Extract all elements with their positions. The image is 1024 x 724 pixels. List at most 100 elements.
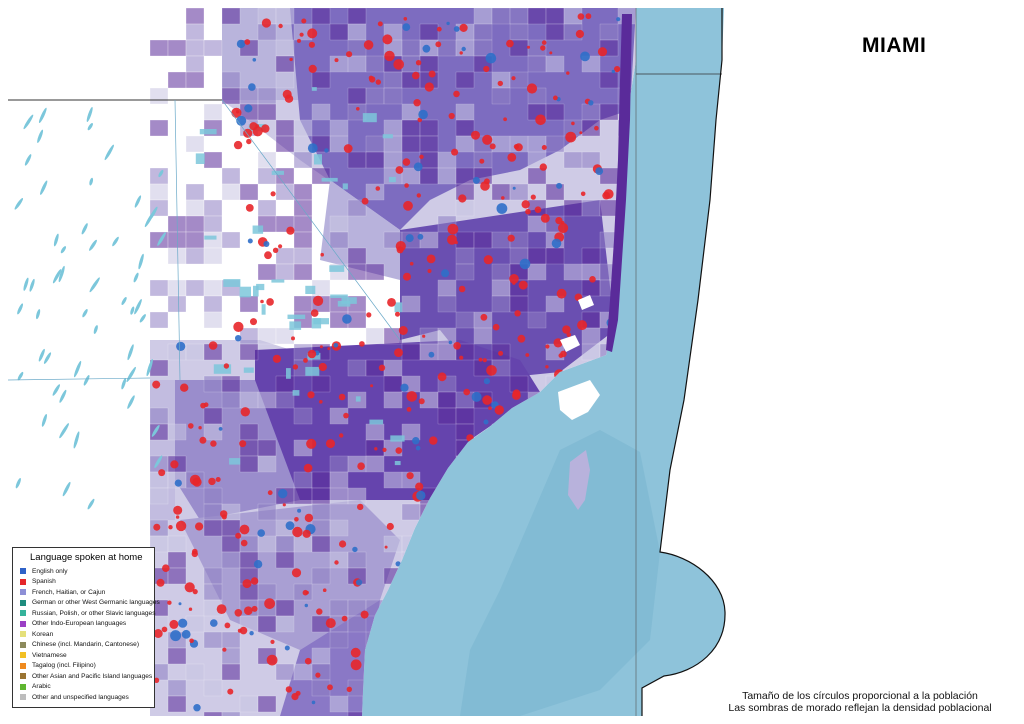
- census-tract: [347, 487, 367, 505]
- population-circle: [285, 521, 295, 530]
- quarry-lake: [305, 285, 316, 294]
- population-circle: [338, 393, 346, 401]
- wetland-lake: [86, 107, 93, 122]
- census-tract: [581, 103, 601, 121]
- census-tract: [599, 103, 619, 121]
- population-circle: [308, 41, 315, 48]
- census-tract: [401, 135, 421, 153]
- wetland-lake: [121, 378, 127, 390]
- population-circle: [294, 517, 299, 522]
- population-circle: [315, 672, 321, 678]
- population-circle: [192, 589, 198, 595]
- population-circle: [260, 299, 264, 304]
- population-circle: [292, 526, 303, 538]
- population-circle: [301, 18, 307, 24]
- wetland-lake: [23, 114, 34, 130]
- census-tract: [275, 263, 295, 281]
- population-circle: [419, 154, 424, 159]
- wetland-lake: [87, 498, 95, 510]
- population-circle: [492, 323, 500, 331]
- census-tract: [203, 151, 223, 169]
- census-tract: [347, 151, 367, 169]
- census-tract: [239, 423, 259, 441]
- census-tract: [383, 391, 403, 409]
- census-tract: [329, 695, 349, 713]
- population-circle: [307, 349, 317, 359]
- population-circle: [325, 618, 336, 629]
- legend-item: Korean: [20, 629, 148, 640]
- population-circle: [270, 639, 275, 645]
- census-tract: [203, 247, 223, 265]
- population-circle: [437, 372, 447, 382]
- population-circle: [198, 426, 202, 430]
- wetland-lake: [139, 314, 146, 323]
- quarry-lake: [289, 321, 302, 330]
- census-tract: [203, 375, 223, 393]
- population-circle: [244, 606, 253, 615]
- population-circle: [306, 438, 317, 449]
- census-tract: [149, 87, 169, 105]
- population-circle: [507, 153, 517, 162]
- census-tract: [419, 135, 439, 153]
- quarry-lake: [239, 286, 251, 298]
- wetland-lake: [157, 232, 166, 246]
- census-tract: [455, 311, 475, 329]
- quarry-lake: [330, 294, 348, 298]
- population-circle: [173, 505, 183, 515]
- population-circle: [239, 626, 248, 635]
- census-tract: [365, 327, 385, 345]
- population-circle: [382, 447, 387, 452]
- population-circle: [307, 391, 315, 399]
- population-circle: [506, 39, 514, 48]
- census-tract: [545, 55, 565, 73]
- census-tract: [401, 103, 421, 121]
- population-circle: [361, 197, 369, 205]
- population-circle: [153, 677, 160, 683]
- census-tract: [203, 231, 223, 249]
- population-circle: [461, 46, 466, 52]
- wetland-lake: [52, 269, 62, 284]
- legend-label: German or other West Germanic languages: [32, 599, 160, 607]
- population-circle: [352, 546, 358, 553]
- census-tract: [383, 71, 403, 89]
- population-circle: [398, 326, 408, 335]
- quarry-lake: [329, 265, 345, 272]
- population-circle: [483, 419, 489, 425]
- population-circle: [485, 52, 497, 64]
- census-tract: [329, 119, 349, 137]
- legend-swatch: [20, 599, 26, 606]
- wetland-lake: [73, 431, 80, 449]
- population-circle: [489, 143, 496, 150]
- census-tract: [185, 279, 205, 297]
- miami-beach-island: [606, 14, 632, 352]
- population-circle: [168, 525, 173, 530]
- census-tract: [401, 343, 421, 361]
- quarry-lake: [321, 177, 338, 182]
- population-circle: [511, 76, 516, 81]
- population-circle: [486, 365, 497, 376]
- census-tract: [311, 503, 331, 521]
- population-circle: [413, 99, 421, 107]
- population-circle: [346, 51, 353, 58]
- census-tract: [419, 151, 439, 169]
- population-circle: [195, 522, 204, 531]
- population-circle: [319, 345, 323, 349]
- census-tract: [581, 119, 601, 137]
- census-tract: [401, 119, 421, 137]
- census-tract: [293, 295, 313, 313]
- population-circle: [278, 23, 283, 29]
- population-circle: [560, 350, 567, 358]
- wetland-lake: [43, 352, 52, 364]
- wetland-lake: [24, 154, 32, 166]
- census-tract: [203, 103, 223, 121]
- population-circle: [404, 183, 409, 188]
- census-tract: [239, 295, 259, 313]
- census-tract: [455, 407, 475, 425]
- population-circle: [189, 638, 194, 644]
- population-circle: [436, 26, 442, 32]
- census-tract: [383, 87, 403, 105]
- population-circle: [413, 162, 423, 172]
- quarry-lake: [341, 297, 357, 304]
- census-tract: [221, 167, 241, 185]
- population-circle: [393, 59, 405, 70]
